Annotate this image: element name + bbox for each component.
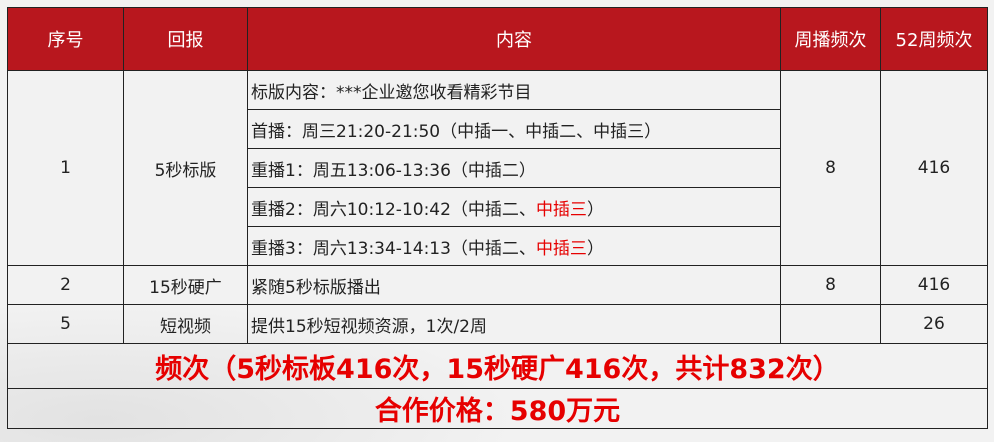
content-line: 重播1：周五13:06-13:36（中插二） <box>247 148 781 188</box>
row-item: 15秒硬广 <box>123 265 248 305</box>
table-row: 2 15秒硬广 紧随5秒标版播出 8 416 <box>7 265 988 305</box>
content-line: 标版内容：***企业邀您收看精彩节目 <box>247 70 781 110</box>
row-weekly: 8 <box>780 70 881 266</box>
row-annual: 26 <box>880 304 988 344</box>
row-weekly <box>780 304 881 344</box>
row-content: 提供15秒短视频资源，1次/2周 <box>247 304 781 344</box>
line-end: ） <box>586 199 604 220</box>
table-row: 5 短视频 提供15秒短视频资源，1次/2周 26 <box>7 304 988 344</box>
line-text: 重播2：周六10:12-10:42（中插二、 <box>251 199 536 220</box>
row-content: 紧随5秒标版播出 <box>247 265 781 305</box>
row-no: 1 <box>7 70 124 266</box>
ad-package-table: 序号 回报 内容 周播频次 52周频次 1 5秒标版 标版内容：***企业邀您收… <box>7 7 988 429</box>
content-line: 重播2：周六10:12-10:42（中插二、中插三） <box>247 187 781 227</box>
row-annual: 416 <box>880 265 988 305</box>
row-no: 2 <box>7 265 124 305</box>
frequency-summary: 频次（5秒标板416次，15秒硬广416次，共计832次） <box>7 343 988 389</box>
row-annual: 416 <box>880 70 988 266</box>
row-no: 5 <box>7 304 124 344</box>
content-line: 重播3：周六13:34-14:13（中插二、中插三） <box>247 226 781 266</box>
header-row: 序号 回报 内容 周播频次 52周频次 <box>7 7 988 71</box>
line-end: ） <box>586 238 604 259</box>
row-item: 5秒标版 <box>123 70 248 266</box>
row-item: 短视频 <box>123 304 248 344</box>
header-annual: 52周频次 <box>880 7 988 71</box>
row-weekly: 8 <box>780 265 881 305</box>
header-weekly: 周播频次 <box>780 7 881 71</box>
table-row: 1 5秒标版 标版内容：***企业邀您收看精彩节目 8 416 <box>7 70 988 266</box>
header-content: 内容 <box>247 7 781 71</box>
header-item: 回报 <box>123 7 248 71</box>
highlight-text: 中插三 <box>535 238 587 259</box>
highlight-text: 中插三 <box>535 199 587 220</box>
content-line: 首播：周三21:20-21:50（中插一、中插二、中插三） <box>247 109 781 149</box>
line-text: 重播3：周六13:34-14:13（中插二、 <box>251 238 536 259</box>
price-summary: 合作价格：580万元 <box>7 388 988 429</box>
header-no: 序号 <box>7 7 124 71</box>
